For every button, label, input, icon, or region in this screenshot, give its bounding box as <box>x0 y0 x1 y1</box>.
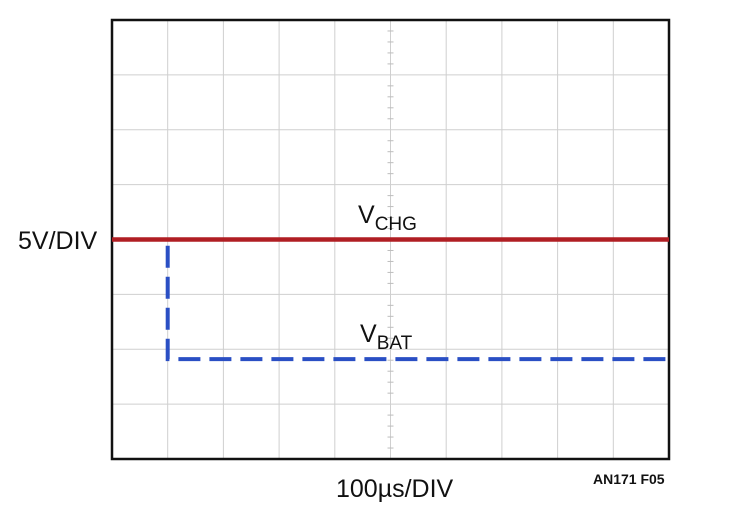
vbat-series-label: VBAT <box>360 320 413 354</box>
traces <box>112 237 669 362</box>
vchg-label-sub: CHG <box>375 214 417 235</box>
y-scale-label: 5V/DIV <box>18 227 98 255</box>
center-axis-ticks <box>387 30 394 449</box>
figure-id-label: AN171 F05 <box>593 471 665 487</box>
vchg-series-label: VCHG <box>358 201 417 235</box>
x-scale-label: 100µs/DIV <box>336 475 454 503</box>
vbat-label-main: V <box>360 320 377 348</box>
vchg-label-main: V <box>358 201 375 229</box>
vbat-label-sub: BAT <box>377 333 413 354</box>
